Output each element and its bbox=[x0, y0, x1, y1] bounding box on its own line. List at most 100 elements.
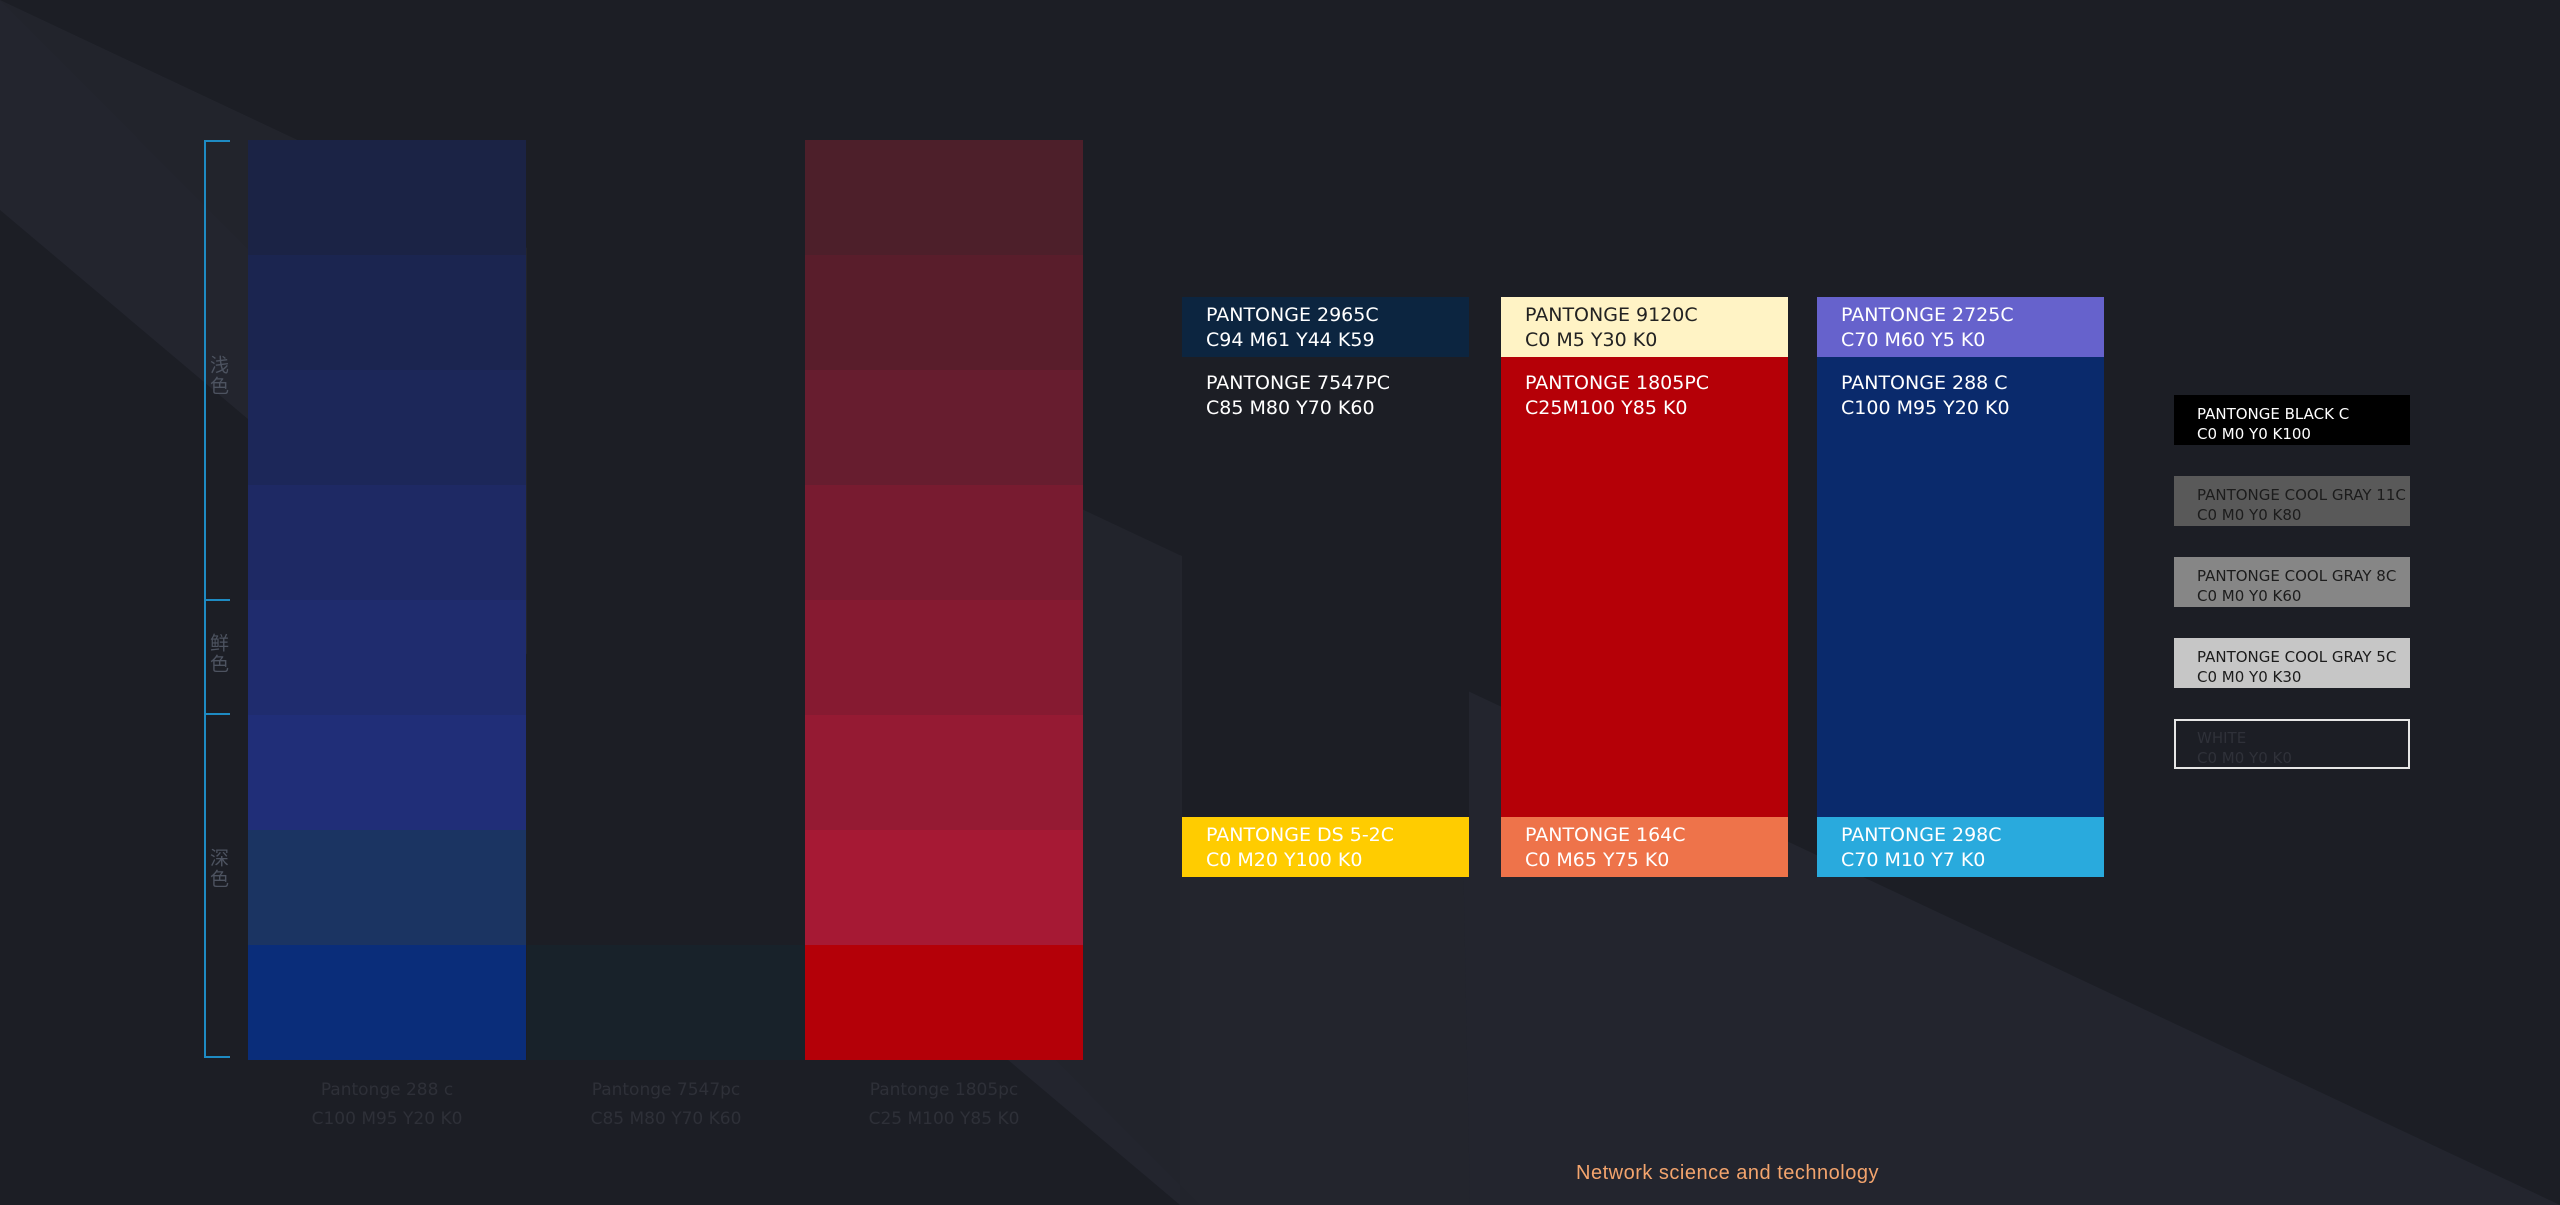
neutral-code: C0 M0 Y0 K30 bbox=[2197, 668, 2302, 686]
swatch-top-text: PANTONGE 9120C C0 M5 Y30 K0 bbox=[1525, 303, 1698, 353]
gradient-step bbox=[527, 255, 805, 370]
swatch-bottom-name: PANTONGE DS 5-2C bbox=[1206, 824, 1395, 846]
gradient-step bbox=[805, 370, 1083, 485]
swatch-top-band: PANTONGE 9120C C0 M5 Y30 K0 bbox=[1501, 297, 1788, 357]
gradient-step bbox=[527, 945, 805, 1060]
gradient-step bbox=[248, 600, 526, 715]
neutral-code: C0 M0 Y0 K0 bbox=[2197, 749, 2292, 767]
scale-tick-bottom bbox=[204, 1056, 230, 1058]
column-caption-code: C100 M95 Y20 K0 bbox=[311, 1109, 463, 1129]
swatch-top-band: PANTONGE 2725C C70 M60 Y5 K0 bbox=[1817, 297, 2104, 357]
swatch-main-code: C85 M80 Y70 K60 bbox=[1206, 397, 1375, 419]
neutral-text: WHITE C0 M0 Y0 K0 bbox=[2197, 728, 2292, 768]
gradient-step bbox=[527, 830, 805, 945]
swatch-card-1805: PANTONGE 9120C C0 M5 Y30 K0 PANTONGE 180… bbox=[1501, 297, 1788, 877]
column-caption-name: Pantonge 1805pc bbox=[869, 1080, 1019, 1100]
gradient-step bbox=[527, 370, 805, 485]
neutral-name: PANTONGE COOL GRAY 5C bbox=[2197, 648, 2397, 666]
swatch-main-text: PANTONGE 7547PC C85 M80 Y70 K60 bbox=[1206, 371, 1390, 421]
swatch-bottom-code: C0 M20 Y100 K0 bbox=[1206, 849, 1363, 871]
neutral-text: PANTONGE COOL GRAY 8C C0 M0 Y0 K60 bbox=[2197, 566, 2396, 606]
swatch-bottom-name: PANTONGE 298C bbox=[1841, 824, 2002, 846]
scale-tick-top bbox=[204, 140, 230, 142]
scale-label-light: 浅色 bbox=[207, 355, 229, 397]
column-caption-code: C85 M80 Y70 K60 bbox=[590, 1109, 742, 1129]
neutral-text: PANTONGE COOL GRAY 5C C0 M0 Y0 K30 bbox=[2197, 647, 2396, 687]
swatch-main-name: PANTONGE 288 C bbox=[1841, 372, 2008, 394]
swatch-main-text: PANTONGE 1805PC C25M100 Y85 K0 bbox=[1525, 371, 1709, 421]
column-caption-1805: Pantonge 1805pc C25 M100 Y85 K0 bbox=[805, 1076, 1083, 1134]
neutral-swatch-gray-5c: PANTONGE COOL GRAY 5C C0 M0 Y0 K30 bbox=[2174, 638, 2410, 688]
swatch-bottom-band: PANTONGE DS 5-2C C0 M20 Y100 K0 bbox=[1182, 817, 1469, 877]
swatch-bottom-text: PANTONGE 164C C0 M65 Y75 K0 bbox=[1525, 823, 1686, 873]
swatch-top-text: PANTONGE 2725C C70 M60 Y5 K0 bbox=[1841, 303, 2014, 353]
gradient-step bbox=[527, 715, 805, 830]
swatch-top-name: PANTONGE 2725C bbox=[1841, 304, 2014, 326]
swatch-main-text: PANTONGE 288 C C100 M95 Y20 K0 bbox=[1841, 371, 2010, 421]
neutral-swatch-black: PANTONGE BLACK C C0 M0 Y0 K100 bbox=[2174, 395, 2410, 445]
swatch-top-name: PANTONGE 9120C bbox=[1525, 304, 1698, 326]
scale-tick-vivid-end bbox=[204, 713, 230, 715]
swatch-bottom-name: PANTONGE 164C bbox=[1525, 824, 1686, 846]
neutral-text: PANTONGE COOL GRAY 11C C0 M0 Y0 K80 bbox=[2197, 485, 2406, 525]
swatch-bottom-text: PANTONGE DS 5-2C C0 M20 Y100 K0 bbox=[1206, 823, 1394, 873]
swatch-main-code: C25M100 Y85 K0 bbox=[1525, 397, 1688, 419]
swatch-top-code: C70 M60 Y5 K0 bbox=[1841, 329, 1986, 351]
swatch-card-7547: PANTONGE 2965C C94 M61 Y44 K59 PANTONGE … bbox=[1182, 297, 1469, 877]
neutral-code: C0 M0 Y0 K80 bbox=[2197, 506, 2302, 524]
swatch-main-name: PANTONGE 7547PC bbox=[1206, 372, 1391, 394]
scale-tick-vivid-start bbox=[204, 599, 230, 601]
swatch-top-code: C94 M61 Y44 K59 bbox=[1206, 329, 1375, 351]
neutral-name: PANTONGE COOL GRAY 11C bbox=[2197, 486, 2406, 504]
gradient-step bbox=[248, 140, 526, 255]
gradient-step bbox=[248, 830, 526, 945]
swatch-main-name: PANTONGE 1805PC bbox=[1525, 372, 1710, 394]
scale-bracket bbox=[204, 140, 230, 1058]
swatch-bottom-code: C70 M10 Y7 K0 bbox=[1841, 849, 1986, 871]
gradient-step bbox=[805, 485, 1083, 600]
gradient-step bbox=[805, 715, 1083, 830]
neutral-swatch-gray-11c: PANTONGE COOL GRAY 11C C0 M0 Y0 K80 bbox=[2174, 476, 2410, 526]
neutral-text: PANTONGE BLACK C C0 M0 Y0 K100 bbox=[2197, 404, 2349, 444]
gradient-step bbox=[527, 600, 805, 715]
neutral-swatch-white: WHITE C0 M0 Y0 K0 bbox=[2174, 719, 2410, 769]
gradient-step bbox=[805, 255, 1083, 370]
gradient-step bbox=[248, 485, 526, 600]
column-caption-7547: Pantonge 7547pc C85 M80 Y70 K60 bbox=[527, 1076, 805, 1134]
gradient-step bbox=[805, 945, 1083, 1060]
column-caption-name: Pantonge 288 c bbox=[320, 1080, 454, 1100]
gradient-step bbox=[248, 255, 526, 370]
neutral-name: PANTONGE BLACK C bbox=[2197, 405, 2350, 423]
neutral-name: WHITE bbox=[2197, 729, 2247, 747]
neutral-code: C0 M0 Y0 K60 bbox=[2197, 587, 2302, 605]
scale-label-vivid: 鲜色 bbox=[207, 633, 229, 675]
gradient-step bbox=[805, 140, 1083, 255]
gradient-step bbox=[527, 140, 805, 255]
swatch-top-text: PANTONGE 2965C C94 M61 Y44 K59 bbox=[1206, 303, 1379, 353]
neutral-swatch-gray-8c: PANTONGE COOL GRAY 8C C0 M0 Y0 K60 bbox=[2174, 557, 2410, 607]
swatch-card-288: PANTONGE 2725C C70 M60 Y5 K0 PANTONGE 28… bbox=[1817, 297, 2104, 877]
gradient-step bbox=[805, 600, 1083, 715]
swatch-main-code: C100 M95 Y20 K0 bbox=[1841, 397, 2010, 419]
swatch-bottom-code: C0 M65 Y75 K0 bbox=[1525, 849, 1670, 871]
swatch-main-band: PANTONGE 7547PC C85 M80 Y70 K60 bbox=[1182, 357, 1469, 817]
swatch-bottom-band: PANTONGE 164C C0 M65 Y75 K0 bbox=[1501, 817, 1788, 877]
footer-tagline: Network science and technology bbox=[1576, 1162, 1879, 1184]
neutral-name: PANTONGE COOL GRAY 8C bbox=[2197, 567, 2397, 585]
gradient-step bbox=[248, 945, 526, 1060]
gradient-step bbox=[248, 370, 526, 485]
gradient-step bbox=[527, 485, 805, 600]
swatch-main-band: PANTONGE 1805PC C25M100 Y85 K0 bbox=[1501, 357, 1788, 817]
swatch-main-band: PANTONGE 288 C C100 M95 Y20 K0 bbox=[1817, 357, 2104, 817]
swatch-top-band: PANTONGE 2965C C94 M61 Y44 K59 bbox=[1182, 297, 1469, 357]
gradient-step bbox=[805, 830, 1083, 945]
swatch-top-code: C0 M5 Y30 K0 bbox=[1525, 329, 1658, 351]
column-caption-288: Pantonge 288 c C100 M95 Y20 K0 bbox=[248, 1076, 526, 1134]
column-caption-name: Pantonge 7547pc bbox=[591, 1080, 741, 1100]
gradient-step bbox=[248, 715, 526, 830]
swatch-top-name: PANTONGE 2965C bbox=[1206, 304, 1379, 326]
swatch-bottom-band: PANTONGE 298C C70 M10 Y7 K0 bbox=[1817, 817, 2104, 877]
scale-label-dark: 深色 bbox=[207, 848, 229, 890]
neutral-code: C0 M0 Y0 K100 bbox=[2197, 425, 2311, 443]
